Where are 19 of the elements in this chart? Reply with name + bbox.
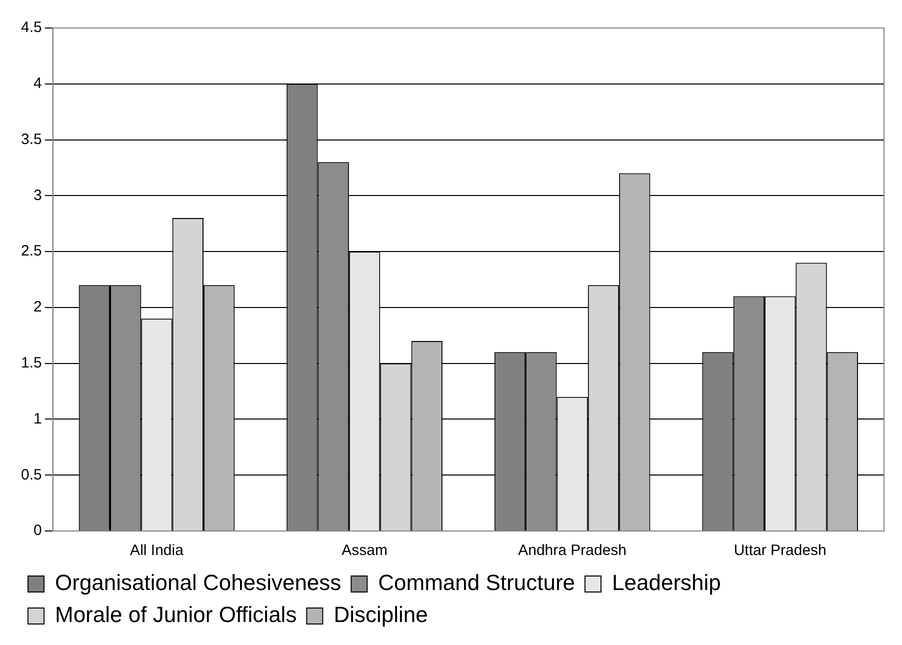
x-tick-label: Uttar Pradesh [734, 542, 826, 560]
legend-label: Discipline [334, 602, 428, 628]
y-tick-label: 3.5 [20, 130, 42, 148]
y-tick-label: 0.5 [20, 466, 42, 484]
legend-label: Morale of Junior Officials [55, 602, 297, 628]
x-tick-label: Andhra Pradesh [518, 542, 627, 560]
y-tick-label: 2 [34, 298, 42, 316]
legend-label: Organisational Cohesiveness [55, 570, 342, 596]
x-tick-label: All India [130, 542, 184, 560]
y-tick-label: 2.5 [20, 242, 42, 260]
y-tick-label: 4.5 [20, 19, 42, 36]
y-tick-label: 3 [34, 186, 42, 204]
y-tick-label: 1 [34, 410, 42, 428]
y-tick-label: 4 [34, 75, 42, 92]
y-tick-label: 0 [34, 522, 42, 540]
x-tick-label: Assam [342, 542, 388, 560]
legend-label: Command Structure [378, 570, 576, 596]
y-tick-label: 1.5 [20, 354, 42, 372]
legend-label: Leadership [612, 570, 721, 596]
